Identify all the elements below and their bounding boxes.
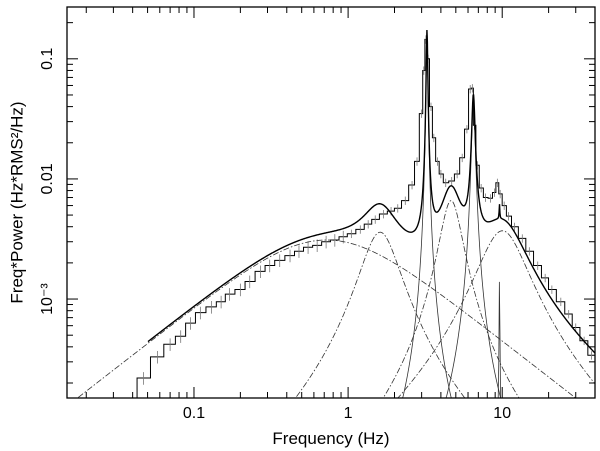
data-histogram — [136, 38, 595, 398]
x-tick-label: 0.1 — [183, 405, 205, 422]
tick-labels: 0.1 1 10 10⁻³ 0.01 0.1 — [39, 48, 511, 422]
model-component-3 — [396, 35, 458, 399]
model-component-5 — [438, 98, 509, 399]
y-tick-label: 0.1 — [39, 48, 56, 70]
model-component-7 — [497, 281, 501, 399]
model-component-1 — [67, 239, 595, 399]
model-components — [67, 35, 596, 399]
total-model-layer — [147, 30, 596, 354]
y-tick-label: 10⁻³ — [39, 283, 56, 315]
x-tick-label: 1 — [344, 405, 353, 422]
plot-frame — [66, 6, 596, 399]
model-component-2 — [274, 231, 486, 399]
x-tick-label: 10 — [493, 405, 511, 422]
axis-ticks — [67, 7, 596, 398]
model-component-4 — [365, 200, 537, 399]
data-error-bars — [143, 35, 592, 385]
y-tick-label: 0.01 — [39, 163, 56, 194]
x-axis-label: Frequency (Hz) — [272, 429, 389, 448]
data-step-layer — [136, 38, 595, 398]
total-model-curve — [147, 30, 596, 354]
y-axis-label: Freq*Power (Hz*RMS²/Hz) — [7, 101, 26, 303]
model-component-6 — [373, 230, 596, 399]
